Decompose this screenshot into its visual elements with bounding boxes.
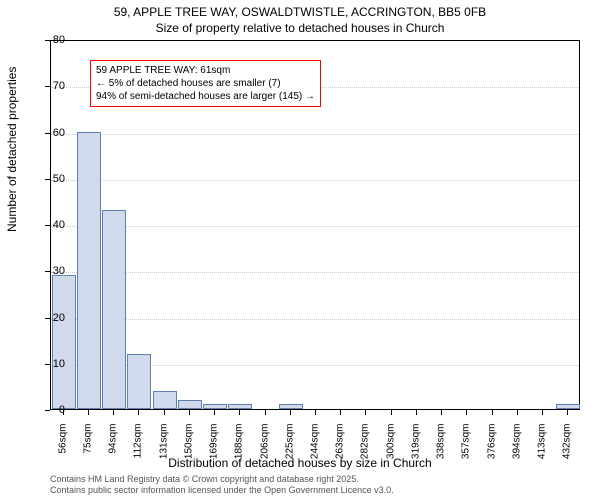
y-tick-mark — [45, 86, 50, 87]
x-tick-label: 112sqm — [133, 424, 144, 474]
x-tick-mark — [517, 410, 518, 415]
x-tick-label: 94sqm — [108, 424, 119, 474]
histogram-bar — [127, 354, 151, 410]
x-tick-label: 357sqm — [461, 424, 472, 474]
histogram-bar — [52, 275, 76, 409]
x-tick-label: 131sqm — [158, 424, 169, 474]
histogram-bar — [228, 404, 252, 409]
x-tick-mark — [290, 410, 291, 415]
y-tick-mark — [45, 179, 50, 180]
x-tick-label: 56sqm — [57, 424, 68, 474]
x-tick-mark — [315, 410, 316, 415]
x-tick-label: 376sqm — [486, 424, 497, 474]
x-tick-label: 188sqm — [234, 424, 245, 474]
x-tick-mark — [164, 410, 165, 415]
x-tick-mark — [214, 410, 215, 415]
x-tick-label: 394sqm — [511, 424, 522, 474]
y-tick-mark — [45, 410, 50, 411]
histogram-bar — [279, 404, 303, 409]
x-tick-label: 319sqm — [410, 424, 421, 474]
y-tick-label: 40 — [53, 219, 65, 231]
y-tick-label: 10 — [53, 358, 65, 370]
annotation-line3: 94% of semi-detached houses are larger (… — [96, 90, 315, 103]
y-tick-label: 80 — [53, 34, 65, 46]
x-tick-label: 244sqm — [310, 424, 321, 474]
x-tick-mark — [265, 410, 266, 415]
x-tick-label: 75sqm — [82, 424, 93, 474]
y-axis-label: Number of detached properties — [5, 67, 19, 232]
x-tick-mark — [63, 410, 64, 415]
histogram-bar — [153, 391, 177, 410]
annotation-line2: ← 5% of detached houses are smaller (7) — [96, 77, 315, 90]
x-tick-label: 282sqm — [360, 424, 371, 474]
gridline — [51, 319, 579, 320]
annotation-line1: 59 APPLE TREE WAY: 61sqm — [96, 64, 315, 77]
y-tick-label: 30 — [53, 265, 65, 277]
histogram-bar — [203, 404, 227, 409]
y-tick-label: 50 — [53, 173, 65, 185]
x-tick-mark — [189, 410, 190, 415]
histogram-bar — [102, 210, 126, 409]
x-tick-mark — [567, 410, 568, 415]
chart-title-main: 59, APPLE TREE WAY, OSWALDTWISTLE, ACCRI… — [0, 5, 600, 19]
gridline — [51, 226, 579, 227]
x-tick-mark — [542, 410, 543, 415]
y-tick-mark — [45, 40, 50, 41]
x-tick-mark — [113, 410, 114, 415]
x-tick-mark — [466, 410, 467, 415]
x-tick-mark — [441, 410, 442, 415]
histogram-bar — [77, 132, 101, 410]
x-tick-label: 300sqm — [385, 424, 396, 474]
x-tick-mark — [365, 410, 366, 415]
histogram-bar — [178, 400, 202, 409]
x-tick-mark — [391, 410, 392, 415]
histogram-bar — [556, 404, 580, 409]
x-tick-label: 263sqm — [335, 424, 346, 474]
y-tick-label: 70 — [53, 80, 65, 92]
x-tick-mark — [239, 410, 240, 415]
x-tick-label: 338sqm — [436, 424, 447, 474]
y-tick-mark — [45, 225, 50, 226]
x-tick-mark — [138, 410, 139, 415]
gridline — [51, 134, 579, 135]
x-tick-label: 413sqm — [537, 424, 548, 474]
y-tick-mark — [45, 271, 50, 272]
footer-attribution: Contains HM Land Registry data © Crown c… — [50, 474, 394, 497]
footer-line1: Contains HM Land Registry data © Crown c… — [50, 474, 394, 486]
y-tick-mark — [45, 133, 50, 134]
x-tick-mark — [416, 410, 417, 415]
chart-title-sub: Size of property relative to detached ho… — [0, 21, 600, 35]
annotation-box: 59 APPLE TREE WAY: 61sqm ← 5% of detache… — [90, 60, 321, 107]
x-tick-label: 206sqm — [259, 424, 270, 474]
gridline — [51, 180, 579, 181]
x-tick-label: 225sqm — [284, 424, 295, 474]
y-tick-label: 60 — [53, 127, 65, 139]
y-tick-mark — [45, 318, 50, 319]
y-tick-label: 20 — [53, 312, 65, 324]
x-tick-label: 432sqm — [562, 424, 573, 474]
x-tick-mark — [88, 410, 89, 415]
x-tick-mark — [340, 410, 341, 415]
x-tick-label: 150sqm — [183, 424, 194, 474]
gridline — [51, 272, 579, 273]
footer-line2: Contains public sector information licen… — [50, 485, 394, 497]
x-tick-mark — [492, 410, 493, 415]
y-tick-mark — [45, 364, 50, 365]
x-tick-label: 169sqm — [209, 424, 220, 474]
